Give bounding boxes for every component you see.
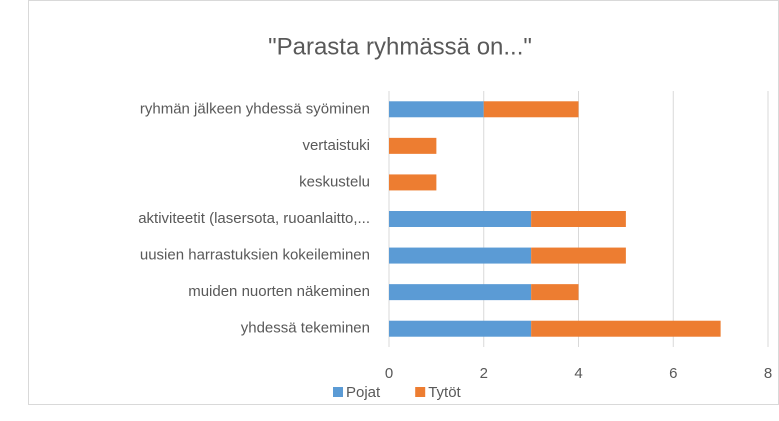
legend-swatch: [415, 387, 426, 397]
y-tick-label: aktiviteetit (lasersota, ruoanlaitto,...: [138, 210, 370, 227]
legend-label: Tytöt: [428, 384, 461, 401]
y-tick-label: yhdessä tekeminen: [241, 320, 370, 337]
x-tick-label: 8: [764, 365, 772, 382]
chart-border: [28, 0, 779, 405]
bar: [389, 320, 532, 337]
bar: [531, 211, 626, 227]
y-tick-label: uusien harrastuksien kokeileminen: [140, 247, 370, 264]
y-tick-label: vertaistuki: [302, 137, 370, 154]
x-tick-label: 0: [385, 365, 393, 382]
bar: [531, 320, 721, 337]
bar: [531, 284, 579, 301]
x-tick-label: 6: [669, 365, 677, 382]
bar: [483, 101, 579, 118]
bar: [531, 247, 626, 264]
x-tick-label: 2: [480, 365, 488, 382]
legend-swatch: [333, 387, 343, 397]
legend-label: Pojat: [346, 384, 381, 401]
bar: [389, 284, 532, 301]
x-tick-label: 4: [574, 365, 582, 382]
bar: [389, 137, 437, 154]
chart-title: "Parasta ryhmässä on...": [268, 33, 532, 60]
bar: [389, 101, 484, 118]
bar: [389, 174, 437, 191]
y-tick-label: ryhmän jälkeen yhdessä syöminen: [140, 100, 370, 117]
y-tick-label: keskustelu: [299, 173, 370, 190]
y-tick-label: muiden nuorten näkeminen: [188, 283, 370, 300]
bar: [389, 247, 532, 264]
bar: [389, 211, 532, 227]
